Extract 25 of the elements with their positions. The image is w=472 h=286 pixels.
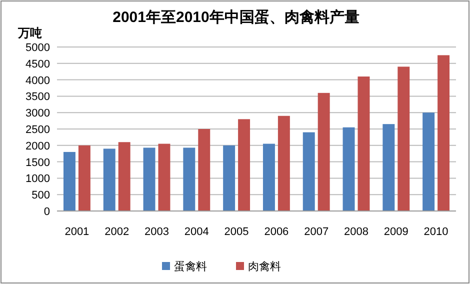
xtick: 2001	[64, 226, 90, 238]
legend-label: 蛋禽料	[174, 261, 207, 273]
ytick: 4000	[26, 74, 50, 87]
ytick: 1500	[26, 156, 50, 169]
legend-label: 肉禽料	[248, 261, 281, 273]
ytick: 2000	[26, 140, 50, 152]
ytick: 1000	[26, 173, 50, 186]
xtick: 2005	[224, 226, 249, 238]
ytick: 3500	[26, 91, 50, 104]
xtick: 2003	[144, 226, 169, 238]
ylabel: 万吨	[18, 26, 42, 40]
xtick: 2006	[264, 226, 289, 238]
ytick: 5000	[26, 42, 50, 54]
ytick: 4500	[26, 58, 50, 70]
ytick: 2500	[26, 124, 50, 136]
xtick: 2004	[184, 226, 209, 238]
xtick: 2009	[384, 226, 408, 238]
ytick: 500	[32, 190, 50, 202]
title: 2001年至2010年中国蛋、肉禽料产量	[112, 9, 360, 26]
ytick: 0	[44, 206, 50, 218]
xtick: 2008	[344, 226, 368, 238]
xtick: 2010	[424, 226, 448, 238]
xtick: 2002	[104, 226, 130, 238]
ytick: 3000	[26, 108, 50, 120]
xtick: 2007	[304, 226, 329, 238]
